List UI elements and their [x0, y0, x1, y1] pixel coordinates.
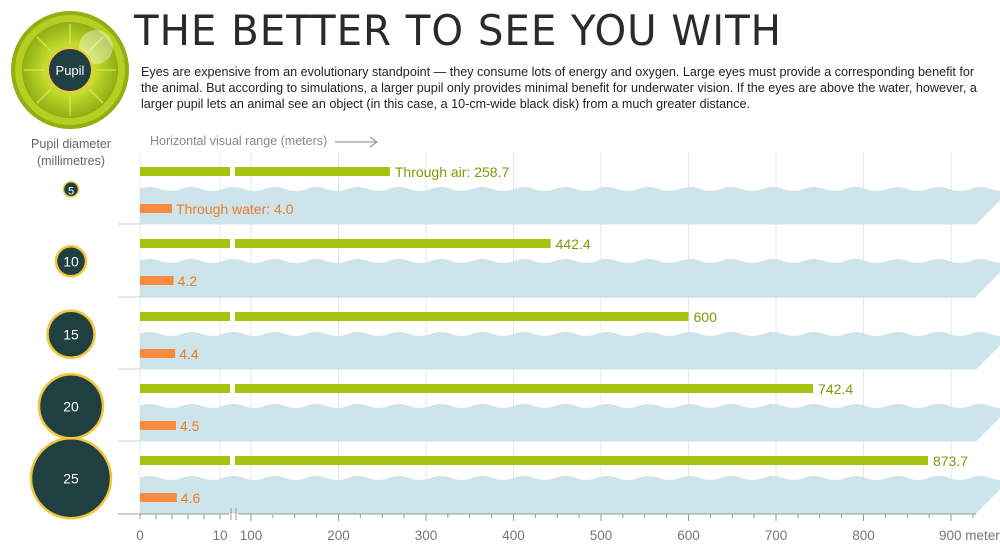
- water-bar: [140, 349, 176, 358]
- water-band: [140, 332, 1000, 370]
- y-axis-label-line-2: (millimetres): [36, 154, 106, 168]
- eye-icon: Pupil: [11, 11, 129, 129]
- pupil-circle: [46, 309, 96, 359]
- axis-break-gap: [232, 235, 235, 252]
- pupil-diameter-label: 10: [63, 253, 79, 269]
- x-tick-label: 400: [502, 528, 525, 543]
- x-tick-label: 500: [590, 528, 613, 543]
- x-tick-label: 900 meters: [939, 528, 1000, 543]
- air-value-label: 600: [694, 309, 718, 325]
- air-bar: [235, 167, 390, 176]
- water-band: [140, 476, 1000, 514]
- page-title: THE BETTER TO SEE YOU WITH: [134, 6, 782, 55]
- pupil-label: Pupil: [56, 63, 85, 78]
- air-value-label: Through air: 258.7: [395, 164, 510, 180]
- air-value-label: 873.7: [933, 453, 968, 469]
- axis-break-gap: [232, 380, 235, 397]
- air-bar-short-segment: [140, 384, 230, 393]
- air-bar: [235, 239, 551, 248]
- x-tick-label: 300: [415, 528, 438, 543]
- water-band: [140, 404, 1000, 442]
- pupil-diameter-label: 15: [63, 326, 79, 342]
- pupil-diameter-label: 25: [63, 470, 79, 486]
- arrow-right-icon: [334, 136, 378, 148]
- axis-break-gap: [232, 452, 235, 469]
- water-bar: [140, 493, 177, 502]
- x-tick-label: 600: [677, 528, 700, 543]
- air-value-label: 742.4: [818, 381, 853, 397]
- water-value-label: 4.2: [178, 273, 198, 289]
- x-tick-label: 0: [136, 528, 144, 543]
- x-tick-label: 200: [327, 528, 350, 543]
- water-value-label: 4.5: [180, 418, 200, 434]
- water-band: [140, 187, 1000, 225]
- x-tick-label: 10: [212, 528, 227, 543]
- air-value-label: 442.4: [556, 236, 591, 252]
- water-band: [140, 259, 1000, 297]
- axis-break-gap: [232, 163, 235, 180]
- pupil-diameter-label: 5: [68, 185, 74, 197]
- air-bar: [235, 456, 928, 465]
- x-axis-label: Horizontal visual range (meters): [150, 134, 380, 148]
- pupil-diameter-label: 20: [63, 398, 79, 414]
- water-bar: [140, 421, 176, 430]
- water-bar: [140, 276, 174, 285]
- pupil-circle: [62, 181, 80, 198]
- pupil-circle: [54, 245, 88, 278]
- x-tick-label: 800: [852, 528, 875, 543]
- axis-break-gap: [232, 308, 235, 325]
- y-axis-label-line-1: Pupil diameter: [31, 137, 111, 151]
- water-value-label: 4.6: [181, 490, 201, 506]
- water-value-label: 4.4: [179, 346, 199, 362]
- description-text: Eyes are expensive from an evolutionary …: [141, 65, 977, 111]
- water-bar: [140, 204, 172, 213]
- water-value-label: Through water: 4.0: [176, 201, 294, 217]
- air-bar-short-segment: [140, 312, 230, 321]
- pupil-circle: [29, 437, 113, 520]
- air-bar: [235, 384, 814, 393]
- x-tick-label: 100: [240, 528, 263, 543]
- y-axis-label: Pupil diameter (millimetres): [12, 136, 130, 170]
- air-bar: [235, 312, 689, 321]
- air-bar-short-segment: [140, 456, 230, 465]
- x-axis-label-text: Horizontal visual range (meters): [150, 134, 328, 148]
- air-bar-short-segment: [140, 167, 230, 176]
- x-tick-label: 700: [765, 528, 788, 543]
- air-bar-short-segment: [140, 239, 230, 248]
